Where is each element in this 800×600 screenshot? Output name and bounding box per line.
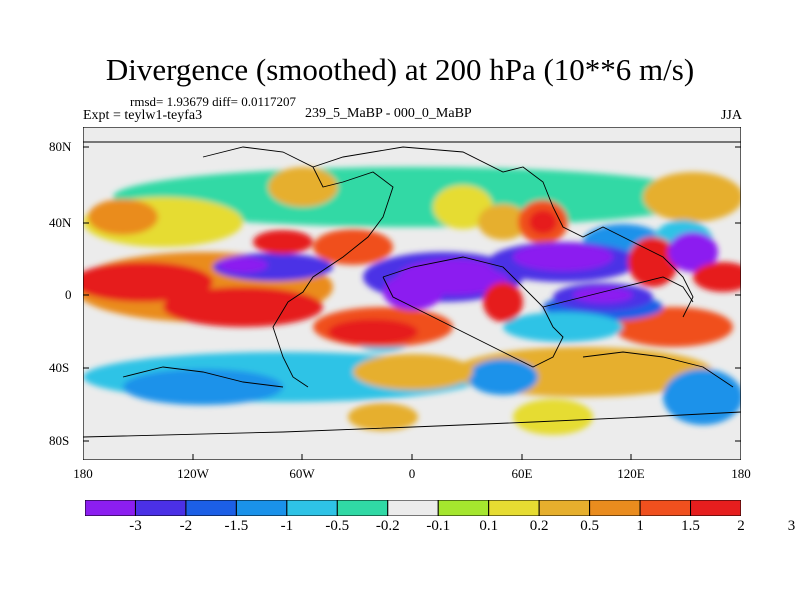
colorbar-box (235, 500, 288, 516)
colorbar-box (639, 500, 692, 516)
axis-ticks (83, 146, 741, 460)
colorbar-label: -1.5 (224, 518, 249, 534)
lon-label-60e: 60E (511, 466, 533, 481)
plot-title: Divergence (smoothed) at 200 hPa (10**6 … (105, 52, 695, 87)
colorbar-label: -3 (129, 518, 142, 534)
colorbar-box (589, 500, 641, 516)
lat-label-80n: 80N (49, 139, 72, 154)
lon-label-60w: 60W (289, 466, 315, 481)
colorbar-label: -2 (179, 518, 193, 534)
colorbar-box (437, 500, 490, 516)
colorbar-box (185, 500, 237, 516)
lat-label-40s: 40S (49, 360, 70, 375)
colorbar-box (538, 500, 591, 516)
colorbar-label: 0.5 (580, 518, 599, 534)
lon-label-180e: 180 (731, 466, 751, 481)
colorbar-box (286, 500, 338, 516)
colorbar-box (690, 500, 741, 516)
lat-label-0: 0 (65, 287, 72, 302)
colorbar-label: -1 (280, 518, 294, 534)
colorbar-label: 0.1 (479, 518, 499, 534)
season-label: JJA (720, 108, 742, 123)
lat-label-40n: 40N (49, 215, 72, 230)
colorbar-label: -0.2 (375, 518, 400, 534)
colorbar-label: 1.5 (681, 518, 700, 534)
colorbar-label: -0.5 (325, 518, 350, 534)
colorbar-box (336, 500, 389, 516)
colorbar-label: 0.2 (529, 518, 549, 534)
lon-label-120e: 120E (617, 466, 645, 481)
coastline-outlines (83, 141, 741, 438)
lon-label-0: 0 (408, 466, 416, 481)
lon-label-180w: 180 (73, 466, 93, 481)
colorbar (85, 500, 741, 516)
lat-label-80s: 80S (49, 433, 70, 448)
rmsd-diff-stats: rmsd= 1.93679 diff= 0.0117207 (130, 94, 296, 109)
colorbar-box (387, 500, 439, 516)
colorbar-box (488, 500, 540, 516)
lon-label-120w: 120W (177, 466, 209, 481)
colorbar-box (134, 500, 187, 516)
experiment-label: Expt = teylw1-teyfa3 (83, 108, 203, 123)
colorbar-label: 3 (787, 518, 796, 534)
colorbar-box (85, 500, 136, 516)
colorbar-label: 2 (737, 518, 745, 534)
period-label: 239_5_MaBP - 000_0_MaBP (305, 106, 472, 121)
divergence-field (83, 167, 741, 435)
divergence-map (83, 127, 741, 460)
colorbar-label: -0.1 (426, 518, 451, 534)
colorbar-label: 1 (636, 518, 644, 534)
